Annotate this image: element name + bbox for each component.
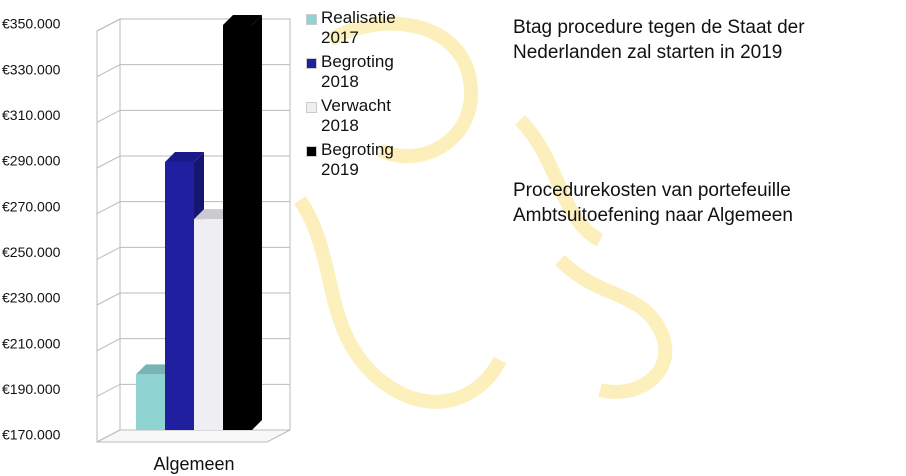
bar-top [165, 152, 204, 162]
legend-label: Begroting 2019 [321, 140, 394, 179]
watermark-curve [326, 16, 479, 164]
bar [136, 374, 165, 430]
bar-top [223, 15, 262, 25]
watermark-curve [514, 115, 604, 247]
legend-swatch [306, 146, 317, 157]
legend-swatch [306, 58, 317, 69]
legend-entry: Begroting 2018 [306, 52, 396, 92]
legend-entry: Verwacht 2018 [306, 96, 396, 136]
x-tick-label: Algemeen [153, 454, 234, 474]
y-tick-label: €270.000 [2, 198, 61, 214]
watermark-curve [294, 196, 507, 409]
side-wall [96, 18, 121, 443]
note: Procedurekosten van portefeuille Ambtsui… [513, 180, 793, 226]
watermark [294, 16, 673, 409]
legend: Realisatie 2017 Begroting 2018 Verwacht 20… [306, 8, 396, 184]
legend-swatch [306, 102, 317, 113]
y-tick-label: €230.000 [2, 290, 61, 306]
bar [165, 162, 194, 430]
note: Btag procedure tegen de Staat der Nederl… [513, 17, 805, 63]
legend-entry: Realisatie 2017 [306, 8, 396, 48]
legend-label: Realisatie 2017 [321, 8, 396, 47]
legend-entry: Begroting 2019 [306, 140, 396, 180]
y-tick-label: €170.000 [2, 427, 61, 443]
y-tick-label: €210.000 [2, 335, 61, 351]
bar [194, 219, 223, 430]
bar-side [252, 15, 262, 430]
watermark-curve [555, 254, 673, 399]
y-tick-label: €250.000 [2, 244, 61, 260]
y-tick-label: €310.000 [2, 107, 61, 123]
y-tick-label: €350.000 [2, 16, 61, 32]
legend-label: Verwacht 2018 [321, 96, 391, 135]
bar [223, 25, 252, 430]
y-tick-label: €190.000 [2, 381, 61, 397]
legend-swatch [306, 14, 317, 25]
legend-label: Begroting 2018 [321, 52, 394, 91]
y-tick-label: €290.000 [2, 153, 61, 169]
floor [96, 429, 291, 443]
y-tick-label: €330.000 [2, 61, 61, 77]
